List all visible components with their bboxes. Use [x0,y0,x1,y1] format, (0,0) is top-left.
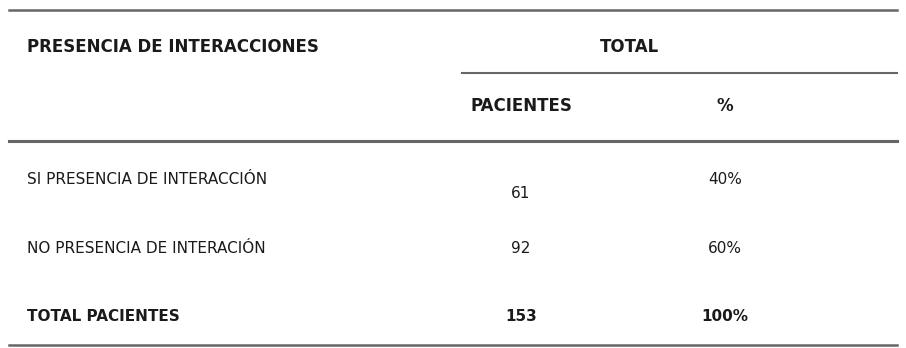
Text: PRESENCIA DE INTERACCIONES: PRESENCIA DE INTERACCIONES [27,38,319,56]
Text: 153: 153 [505,309,537,324]
Text: NO PRESENCIA DE INTERACIÓN: NO PRESENCIA DE INTERACIÓN [27,241,265,256]
Text: %: % [717,97,733,115]
Text: 60%: 60% [708,241,742,256]
Text: SI PRESENCIA DE INTERACCIÓN: SI PRESENCIA DE INTERACCIÓN [27,172,267,187]
Text: TOTAL PACIENTES: TOTAL PACIENTES [27,309,180,324]
Text: 40%: 40% [708,172,742,187]
Text: 92: 92 [511,241,531,256]
Text: 100%: 100% [701,309,748,324]
Text: PACIENTES: PACIENTES [470,97,572,115]
Text: 61: 61 [511,185,531,201]
Text: TOTAL: TOTAL [600,38,660,56]
